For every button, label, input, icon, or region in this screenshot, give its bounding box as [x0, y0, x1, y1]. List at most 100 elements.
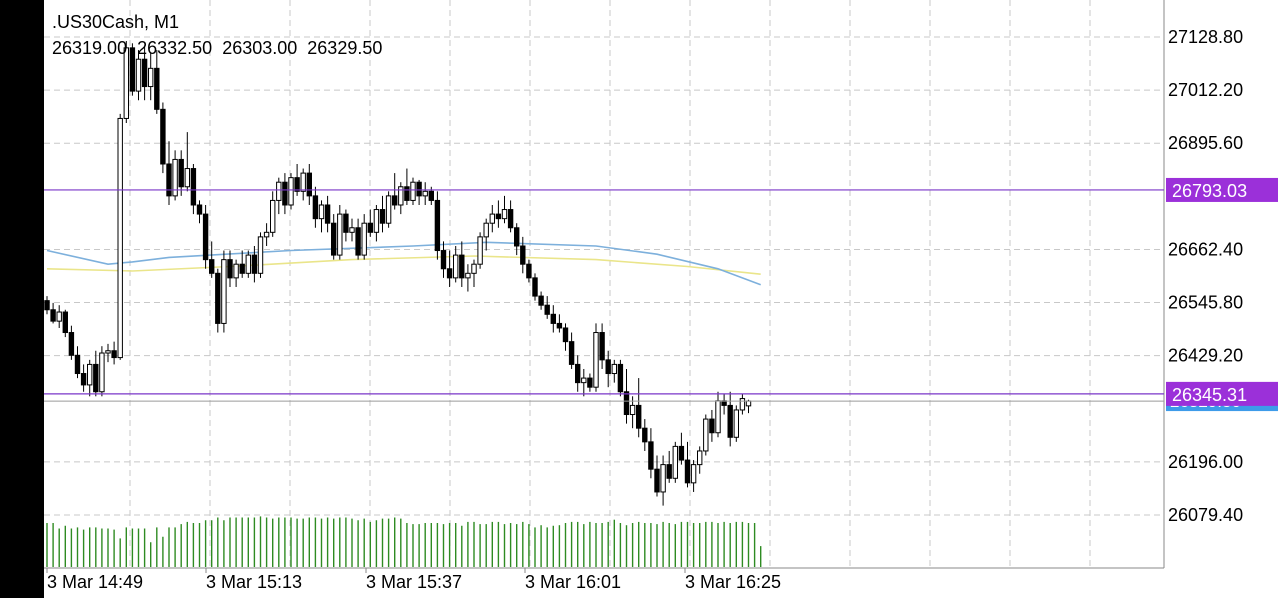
candle-bull	[123, 47, 129, 119]
candle-bear	[623, 391, 630, 416]
candle-bear	[178, 158, 184, 188]
candle-bear	[587, 377, 593, 388]
candle-bear	[556, 322, 563, 329]
price-tick-label: 26662.40	[1168, 239, 1243, 259]
candle-bear	[343, 213, 349, 233]
candle-bear	[227, 259, 233, 279]
candle-bear	[367, 222, 374, 233]
candle-bull	[465, 272, 471, 279]
candle-bull	[629, 404, 636, 416]
candle-bear	[532, 277, 538, 297]
level-badge	[1166, 177, 1278, 202]
candles	[44, 41, 752, 506]
candle-bear	[62, 311, 68, 334]
candle-bear	[599, 332, 605, 361]
candle-bull	[745, 400, 752, 407]
ohlc-values: 26319.00 26332.50 26303.00 26329.50	[52, 38, 387, 59]
ohlc-close: 26329.50	[307, 38, 383, 58]
time-tick-label: 3 Mar 15:37	[366, 572, 462, 592]
candle-bear	[404, 186, 410, 201]
price-tick-label: 26895.60	[1168, 133, 1243, 153]
candle-bear	[209, 259, 215, 274]
candle-bear	[575, 363, 581, 384]
candle-bull	[697, 450, 703, 466]
candle-bear	[446, 268, 453, 279]
candle-bull	[135, 58, 142, 92]
candle-bear	[215, 272, 221, 324]
candle-bear	[294, 177, 300, 192]
ohlc-low: 26303.00	[222, 38, 298, 58]
candle-bear	[654, 468, 660, 493]
candle-bear	[562, 327, 569, 343]
candle-bear	[202, 213, 209, 261]
candle-bull	[373, 209, 380, 233]
candle-bear	[129, 47, 136, 92]
candle-bear	[544, 304, 550, 315]
candle-bull	[105, 350, 111, 354]
candle-bull	[581, 377, 587, 384]
candle-bull	[471, 263, 477, 274]
candle-bull	[184, 168, 191, 188]
candle-bear	[196, 204, 203, 215]
candle-bear	[550, 313, 556, 324]
candle-bear	[538, 295, 544, 306]
candle-bull	[715, 400, 721, 434]
candle-bull	[99, 352, 105, 393]
candle-bull	[221, 259, 227, 324]
candle-bear	[312, 195, 319, 220]
time-axis: 3 Mar 14:49 3 Mar 15:13 3 Mar 15:37 3 Mar 1…	[46, 568, 781, 592]
level-price-label: 26345.31	[1172, 385, 1247, 405]
candle-bull	[593, 332, 599, 388]
candle-bull	[501, 209, 508, 220]
candle-bear	[251, 254, 258, 274]
candle-bear	[379, 209, 386, 224]
candle-bull	[489, 213, 496, 224]
candle-bull	[288, 177, 294, 206]
candle-bull	[270, 199, 276, 233]
candle-bull	[148, 67, 154, 88]
candle-bull	[422, 190, 428, 197]
candle-bear	[428, 190, 435, 201]
time-tick-label: 3 Mar 14:49	[47, 572, 143, 592]
candle-bear	[160, 108, 166, 165]
candle-bear	[514, 227, 520, 247]
candle-bear	[93, 363, 99, 393]
candle-bull	[117, 117, 123, 359]
candle-bull	[660, 464, 666, 493]
candle-bear	[684, 459, 691, 484]
ma-fast-line	[46, 241, 761, 286]
time-tick-label: 3 Mar 16:01	[525, 572, 621, 592]
candle-bear	[282, 181, 288, 206]
candle-bear	[709, 418, 715, 434]
candle-bull	[172, 158, 178, 197]
price-tick-label: 27128.80	[1168, 27, 1243, 47]
candle-bull	[672, 445, 678, 479]
candle-bear	[617, 363, 624, 393]
level-badge	[1166, 381, 1278, 406]
candle-bear	[605, 359, 611, 375]
candle-bear	[190, 168, 197, 206]
candle-bull	[245, 254, 252, 274]
candle-bull	[733, 409, 739, 438]
price-tick-label: 26429.20	[1168, 346, 1243, 366]
candle-bear	[166, 163, 172, 197]
candle-bull	[263, 231, 270, 238]
candle-bull	[257, 236, 264, 274]
candle-bear	[648, 441, 654, 470]
ohlc-open: 26319.00	[52, 38, 128, 58]
time-tick-label: 3 Mar 15:13	[206, 572, 302, 592]
candle-bear	[727, 404, 733, 438]
candle-bear	[642, 427, 648, 443]
candle-bear	[526, 263, 532, 279]
candle-bear	[440, 250, 447, 270]
candle-bull	[318, 204, 325, 220]
candle-bear	[80, 373, 87, 386]
candle-bear	[324, 204, 331, 224]
candle-bear	[111, 350, 117, 359]
candle-bull	[410, 181, 416, 201]
candle-bull	[611, 363, 617, 375]
candle-bull	[690, 464, 697, 484]
candle-bull	[703, 418, 709, 452]
